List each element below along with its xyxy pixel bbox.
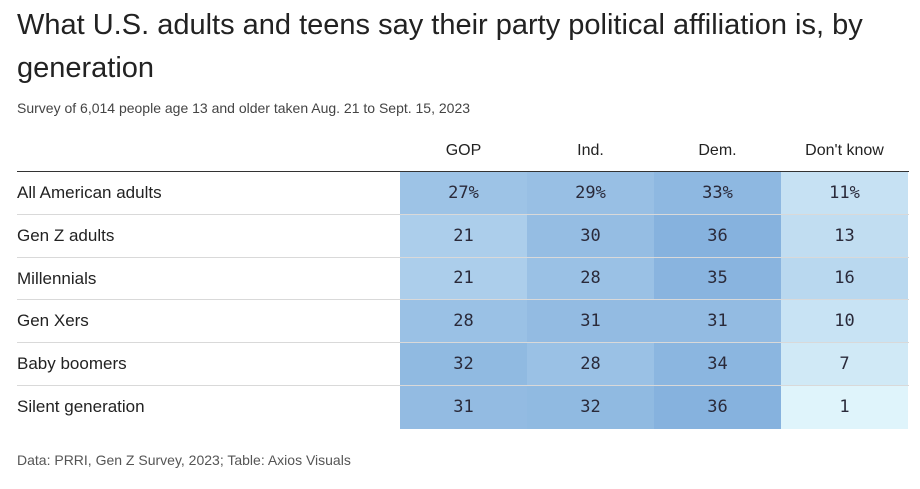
- source-note: Data: PRRI, Gen Z Survey, 2023; Table: A…: [17, 452, 351, 468]
- row-label: Silent generation: [17, 396, 145, 416]
- cell-ind: 28: [527, 257, 654, 300]
- cell-ind: 32: [527, 385, 654, 429]
- col-header-gop: GOP: [445, 142, 482, 159]
- cell-gop: 21: [400, 214, 527, 257]
- cell-dem: 33%: [654, 172, 781, 214]
- chart-title: What U.S. adults and teens say their par…: [17, 9, 863, 84]
- cell-dont-know: 1: [781, 385, 908, 429]
- cell-dem: 36: [654, 385, 781, 429]
- cell-ind: 31: [527, 300, 654, 343]
- cell-dem: 35: [654, 257, 781, 300]
- row-label: Baby boomers: [17, 354, 127, 374]
- cell-gop: 28: [400, 300, 527, 343]
- table-row: Gen Xers 28 31 31 10: [17, 300, 909, 344]
- table-row: Gen Z adults 21 30 36 13: [17, 214, 909, 258]
- cell-gop: 31: [400, 385, 527, 429]
- table-body: All American adults 27% 29% 33% 11% Gen Z adu…: [17, 172, 909, 429]
- cell-dem: 31: [654, 300, 781, 343]
- cell-gop: 27%: [400, 172, 527, 214]
- row-label: Gen Z adults: [17, 225, 115, 245]
- cell-dem: 36: [654, 214, 781, 257]
- table-row: Silent generation 31 32 36 1: [17, 385, 909, 429]
- cell-dont-know: 7: [781, 343, 908, 385]
- row-label: Millennials: [17, 268, 97, 288]
- cell-dem: 34: [654, 343, 781, 385]
- col-header-dem: Dem.: [698, 142, 737, 159]
- chart-subtitle: Survey of 6,014 people age 13 and older …: [17, 100, 471, 116]
- table-row: Baby boomers 32 28 34 7: [17, 343, 909, 386]
- cell-dont-know: 10: [781, 300, 908, 343]
- cell-gop: 21: [400, 257, 527, 300]
- cell-dont-know: 13: [781, 214, 908, 257]
- header-row: GOP Ind. Dem. Don't know: [17, 130, 909, 172]
- cell-gop: 32: [400, 343, 527, 385]
- col-header-dont-know: Don't know: [805, 142, 884, 159]
- table-row: All American adults 27% 29% 33% 11%: [17, 172, 909, 215]
- cell-dont-know: 16: [781, 257, 908, 300]
- row-label: All American adults: [17, 183, 162, 202]
- row-label: Gen Xers: [17, 311, 89, 331]
- col-header-ind: Ind.: [577, 142, 604, 159]
- data-table: GOP Ind. Dem. Don't know All American adult…: [17, 130, 909, 429]
- cell-ind: 29%: [527, 172, 654, 214]
- table-row: Millennials 21 28 35 16: [17, 257, 909, 301]
- cell-dont-know: 11%: [781, 172, 908, 214]
- cell-ind: 28: [527, 343, 654, 385]
- cell-ind: 30: [527, 214, 654, 257]
